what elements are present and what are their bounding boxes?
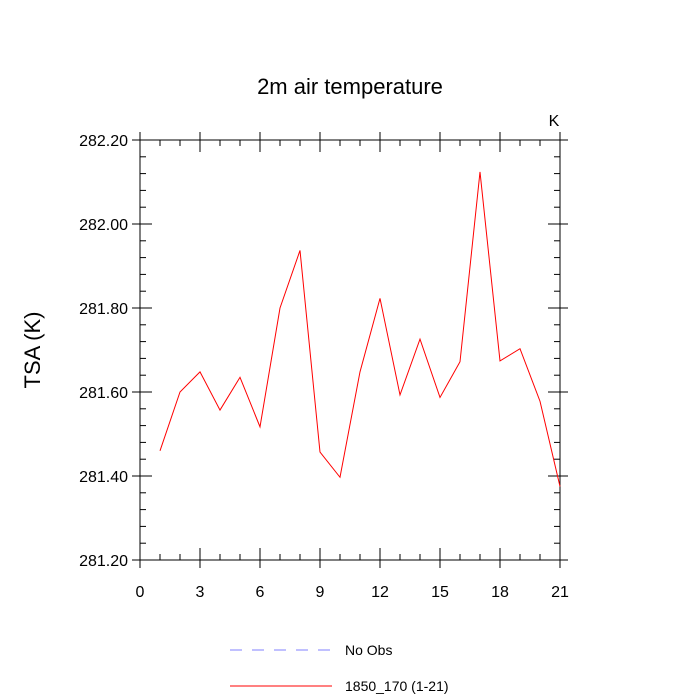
axis-ticks [132,132,568,568]
x-tick-label: 0 [136,584,145,601]
axis-tick-labels: 0 3 6 9 12 15 18 21 281.20 281.40 281.60 281.80 282.… [79,133,569,601]
x-tick-label: 15 [431,584,449,601]
x-tick-label: 21 [551,584,569,601]
plot-frame [139,139,561,561]
y-tick-label: 281.60 [79,385,128,402]
y-axis-label: TSA (K) [20,311,45,388]
y-tick-label: 281.20 [79,553,128,570]
x-tick-label: 9 [316,584,325,601]
legend: No Obs 1850_170 (1-21) [230,642,449,694]
x-tick-label: 3 [196,584,205,601]
y-tick-label: 281.40 [79,469,128,486]
x-tick-label: 6 [256,584,265,601]
x-tick-label: 18 [491,584,509,601]
legend-label: No Obs [345,642,392,658]
series-line [159,171,561,487]
y-tick-label: 282.00 [79,217,128,234]
y-tick-label: 281.80 [79,301,128,318]
chart-title: 2m air temperature [257,74,443,99]
units-label: K [549,113,560,130]
legend-label: 1850_170 (1-21) [345,678,449,694]
y-tick-label: 282.20 [79,133,128,150]
x-tick-label: 12 [371,584,389,601]
series-layer [159,171,561,487]
